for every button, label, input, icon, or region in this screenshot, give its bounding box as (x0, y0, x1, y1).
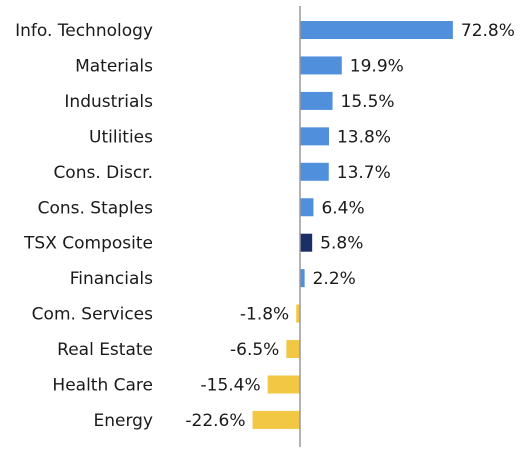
category-label: Energy (93, 411, 153, 431)
value-label: -22.6% (185, 411, 245, 431)
category-labels-group: Info. Technology Materials Industrials Util… (15, 21, 153, 431)
bar-industrials (300, 91, 333, 110)
bars-group (252, 21, 453, 429)
value-label: -6.5% (230, 340, 279, 360)
bar-tsx-composite (300, 233, 313, 252)
category-label: Real Estate (57, 340, 153, 360)
value-label: 6.4% (321, 198, 364, 218)
category-label: Cons. Discr. (53, 163, 153, 183)
bar-financials (300, 269, 305, 288)
bar-info-technology (300, 21, 453, 39)
category-label: Utilities (89, 127, 153, 147)
value-label: 5.8% (320, 234, 363, 254)
value-label: -1.8% (240, 305, 289, 325)
bar-com-services (296, 304, 300, 323)
category-label: Materials (75, 56, 153, 76)
bar-materials (300, 56, 342, 75)
category-label: Cons. Staples (38, 198, 154, 218)
value-label: 19.9% (350, 56, 404, 76)
category-label: TSX Composite (23, 234, 153, 254)
category-label: Info. Technology (15, 21, 153, 41)
value-label: 13.7% (337, 163, 391, 183)
category-label: Com. Services (32, 305, 153, 325)
bar-energy (252, 410, 300, 429)
bar-real-estate (286, 340, 300, 359)
bar-utilities (300, 127, 329, 146)
value-label: 13.8% (337, 127, 391, 147)
category-label: Financials (70, 269, 153, 289)
bar-cons-staples (300, 198, 314, 217)
bar-cons-discr (300, 162, 329, 181)
bar-health-care (267, 375, 300, 394)
category-label: Health Care (52, 376, 153, 396)
value-label: -15.4% (201, 376, 261, 396)
value-label: 2.2% (313, 269, 356, 289)
value-label: 15.5% (341, 92, 395, 112)
value-label: 72.8% (461, 21, 515, 41)
value-labels-group: 72.8% 19.9% 15.5% 13.8% 13.7% 6.4% 5.8% 2.2% -1.… (185, 21, 514, 431)
category-label: Industrials (64, 92, 153, 112)
